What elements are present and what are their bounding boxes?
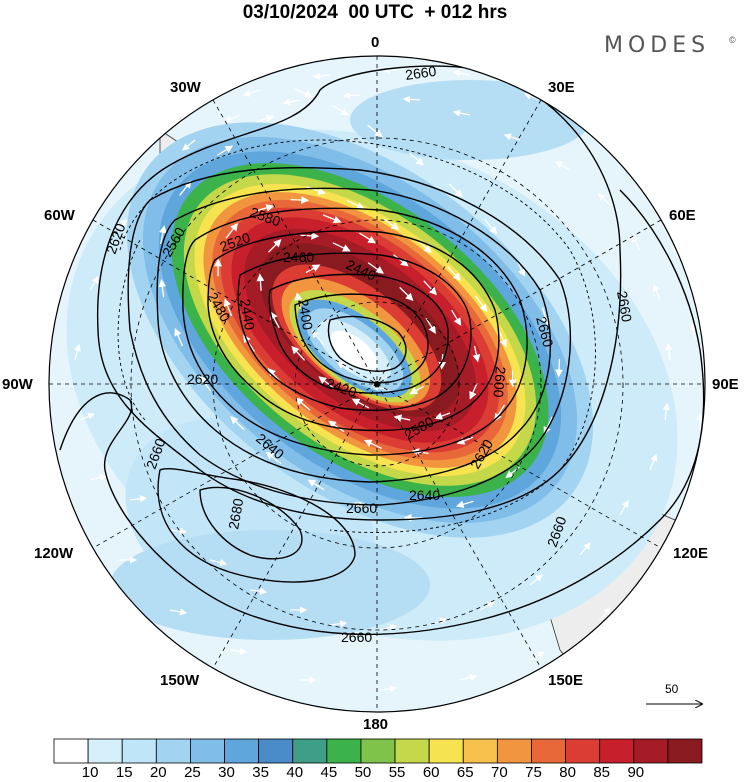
colorbar-label: 10 <box>81 764 99 781</box>
lon-label-120w: 120W <box>34 545 74 562</box>
colorbar-swatch <box>53 738 89 764</box>
wind-speed-shading <box>126 122 594 538</box>
contour-label: 2440 <box>237 298 258 332</box>
colorbar-label: 75 <box>525 764 542 781</box>
colorbar-swatch <box>326 738 362 764</box>
colorbar-swatch <box>462 738 498 764</box>
colorbar-label: 40 <box>286 764 304 781</box>
contour-label: 2660 <box>346 500 377 516</box>
colorbar <box>53 738 703 764</box>
colorbar-label: 80 <box>559 764 576 781</box>
colorbar-swatch <box>496 738 532 764</box>
lon-label-0: 0 <box>371 34 380 51</box>
contour-label: 2460 <box>283 249 314 265</box>
south-pole-marker <box>374 381 380 387</box>
colorbar-label: 45 <box>320 764 338 781</box>
brand-copyright-mark: © <box>729 35 736 45</box>
colorbar-swatch <box>360 738 396 764</box>
lon-label-150w: 150W <box>160 672 200 689</box>
contour-label: 2600 <box>490 366 509 399</box>
colorbar-swatch <box>667 738 703 764</box>
height-contours <box>59 65 705 636</box>
lon-label-180: 180 <box>363 716 389 733</box>
colorbar-swatch <box>87 738 123 764</box>
lon-label-60w: 60W <box>44 207 75 224</box>
wind-vectors <box>158 88 563 522</box>
colorbar-swatch <box>599 738 635 764</box>
colorbar-label: 65 <box>456 764 474 781</box>
lon-label-150e: 150E <box>548 672 584 689</box>
contour-label: 2400 <box>295 298 316 332</box>
colorbar-label: 15 <box>115 764 133 781</box>
contour-label: 2660 <box>533 315 557 349</box>
contour-label: 2660 <box>614 290 635 324</box>
colorbar-label: 55 <box>388 764 406 781</box>
colorbar-swatch <box>428 738 464 764</box>
colorbar-swatch <box>224 738 260 764</box>
reference-vector-arrow <box>646 682 714 712</box>
lon-label-120e: 120E <box>673 545 709 562</box>
reference-vector-label: 50 <box>665 682 679 696</box>
colorbar-swatch <box>258 738 294 764</box>
colorbar-swatch <box>121 738 157 764</box>
colorbar-label: 20 <box>149 764 167 781</box>
colorbar-label: 35 <box>252 764 269 781</box>
colorbar-swatch <box>155 738 191 764</box>
colorbar-label: 70 <box>491 764 508 781</box>
lon-label-90e: 90E <box>712 376 739 393</box>
contour-label: 2680 <box>225 497 246 531</box>
colorbar-label: 50 <box>354 764 372 781</box>
colorbar-label: 85 <box>593 764 611 781</box>
lon-label-30w: 30W <box>170 79 201 96</box>
map-boundary <box>48 55 706 713</box>
colorbar-label: 90 <box>627 764 645 781</box>
colorbar-swatch <box>394 738 430 764</box>
contour-label: 2640 <box>409 487 440 503</box>
contour-label: 2660 <box>341 629 372 645</box>
contour-label: 2660 <box>404 63 437 83</box>
colorbar-swatch <box>565 738 601 764</box>
colorbar-label: 60 <box>422 764 440 781</box>
colorbar-label: 25 <box>184 764 201 781</box>
graticule <box>49 56 705 712</box>
lon-label-30e: 30E <box>548 79 575 96</box>
brand-logo: MODES <box>604 33 711 58</box>
colorbar-swatch <box>633 738 669 764</box>
colorbar-swatch <box>190 738 225 764</box>
colorbar-swatch <box>292 738 328 764</box>
lon-label-60e: 60E <box>669 207 696 224</box>
contour-labels: 2660 2660 2660 2660 2660 2660 2660 2680 … <box>103 63 635 645</box>
contour-label: 2620 <box>187 371 218 387</box>
colorbar-label: 30 <box>218 764 235 781</box>
colorbar-swatch <box>531 738 566 764</box>
chart-title: 03/10/2024 00 UTC + 012 hrs <box>242 2 508 23</box>
dashed-contours <box>117 139 596 533</box>
lon-label-90w: 90W <box>2 376 33 393</box>
